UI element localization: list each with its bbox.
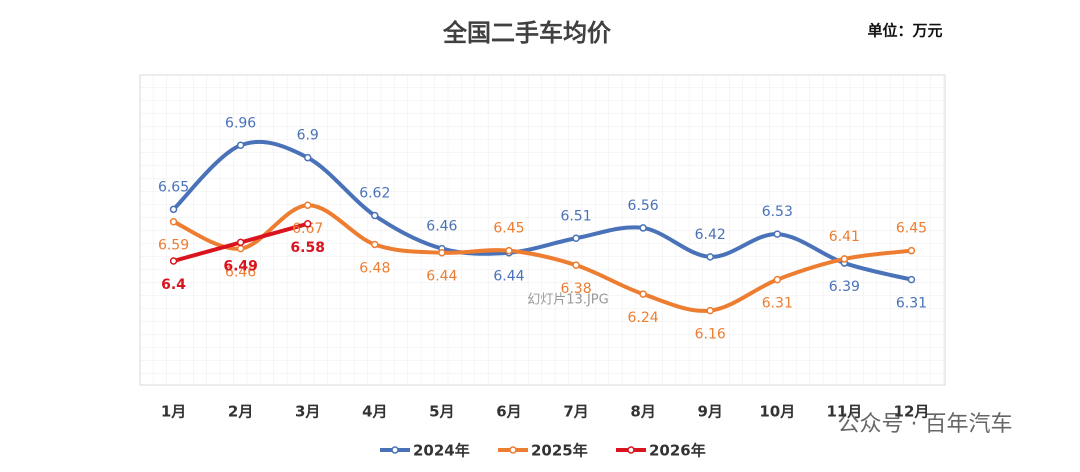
point (438, 248, 446, 257)
point (572, 234, 580, 243)
data-label: 6.58 (290, 240, 325, 256)
data-label: 6.44 (426, 269, 457, 285)
data-label: 6.67 (292, 221, 323, 237)
data-label: 6.24 (628, 310, 659, 326)
series-line (171, 203, 914, 313)
x-tick-label: 10月 (759, 403, 795, 421)
point (639, 290, 647, 298)
data-label: 6.59 (158, 238, 189, 254)
point (169, 217, 178, 226)
x-tick-label: 7月 (563, 403, 588, 421)
legend-marker (391, 446, 399, 454)
point (706, 306, 714, 315)
x-tick-label: 1月 (161, 403, 186, 421)
legend-label: 2025年 (531, 442, 588, 460)
data-label: 6.41 (829, 229, 860, 245)
watermark: 幻灯片13.JPG (527, 293, 608, 308)
data-label: 6.49 (223, 258, 258, 274)
point (505, 246, 513, 255)
x-tick-label: 5月 (429, 403, 454, 421)
legend-label: 2024年 (413, 442, 470, 460)
point (236, 238, 245, 247)
x-tick-label: 6月 (496, 403, 521, 421)
point (773, 275, 782, 284)
x-tick-label: 11月 (826, 403, 862, 421)
point (706, 253, 714, 261)
data-label: 6.42 (695, 227, 726, 243)
legend-marker (509, 446, 517, 454)
point (840, 255, 849, 263)
legend-marker (627, 446, 635, 454)
chart-title: 全国二手车均价 (442, 19, 612, 47)
point (303, 220, 312, 228)
data-label: 6.31 (762, 296, 793, 312)
data-label: 6.38 (560, 281, 591, 297)
x-tick-label: 12月 (894, 403, 930, 421)
data-label: 6.56 (628, 198, 659, 214)
watermark: 公众号 · 百年汽车 (838, 412, 1013, 437)
point (303, 153, 312, 162)
data-label: 6.44 (493, 269, 524, 285)
data-label: 6.31 (896, 296, 927, 312)
data-label: 6.46 (426, 219, 457, 235)
data-label: 6.62 (359, 186, 390, 202)
x-tick-label: 8月 (630, 403, 655, 421)
point (303, 201, 312, 209)
data-label: 6.45 (896, 221, 927, 237)
point (773, 230, 782, 238)
data-label: 6.46 (225, 265, 256, 281)
series-line (171, 140, 914, 282)
point (236, 141, 245, 150)
x-tick-label: 2月 (228, 403, 253, 421)
data-label: 6.51 (560, 208, 591, 224)
data-label: 6.16 (695, 327, 726, 343)
point (572, 261, 580, 269)
x-tick-label: 9月 (697, 403, 722, 421)
data-label: 6.45 (493, 221, 524, 237)
data-label: 6.9 (297, 128, 319, 144)
point (169, 257, 178, 265)
x-tick-label: 3月 (295, 403, 320, 421)
point (371, 240, 379, 249)
x-tick-label: 4月 (362, 403, 387, 421)
data-label: 6.65 (158, 179, 189, 195)
point (236, 244, 245, 253)
legend-label: 2026年 (649, 442, 706, 460)
point (371, 211, 379, 220)
point (907, 275, 916, 284)
data-label: 6.53 (762, 204, 793, 220)
point (639, 224, 647, 232)
point (169, 205, 178, 214)
data-label: 6.4 (161, 277, 186, 293)
plot-area (139, 74, 946, 386)
data-label: 6.39 (829, 279, 860, 295)
point (907, 246, 916, 255)
data-label: 6.48 (359, 260, 390, 276)
data-label: 6.96 (225, 115, 256, 131)
unit-label: 单位：万元 (867, 22, 942, 40)
